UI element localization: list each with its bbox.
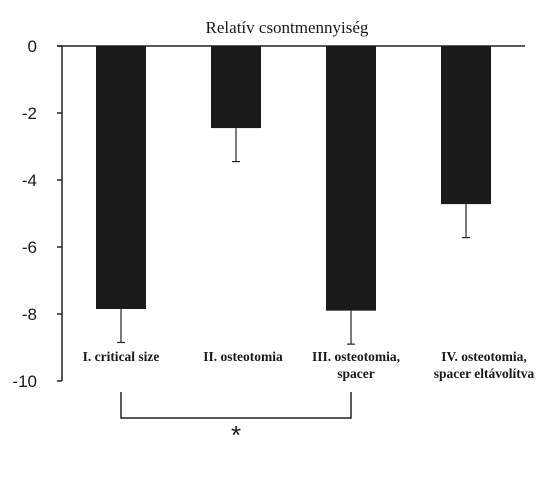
bar <box>96 46 146 309</box>
significance-bracket-line <box>120 392 352 419</box>
bar <box>441 46 491 205</box>
category-label: II. osteotomia <box>203 349 283 364</box>
y-tick-label: -4 <box>22 171 37 190</box>
category-labels: I. critical size II. osteotomia III. osteo… <box>83 349 535 381</box>
chart-title: Relatív csontmennyiség <box>206 18 369 37</box>
category-label: spacer <box>337 366 375 381</box>
bar <box>211 46 261 129</box>
category-label: III. osteotomia, <box>312 349 400 364</box>
category-label: I. critical size <box>83 349 160 364</box>
y-tick-label: -6 <box>22 238 37 257</box>
category-label: spacer eltávolítva <box>434 366 535 381</box>
bar <box>326 46 376 311</box>
y-tick-label: 0 <box>28 37 37 56</box>
y-tick-label: -8 <box>22 305 37 324</box>
bars <box>96 46 491 345</box>
significance-bracket: * <box>120 392 352 450</box>
y-tick-label: -2 <box>22 104 37 123</box>
significance-marker: * <box>231 420 241 450</box>
y-tick-label: -10 <box>12 372 37 391</box>
category-label: IV. osteotomia, <box>441 349 527 364</box>
